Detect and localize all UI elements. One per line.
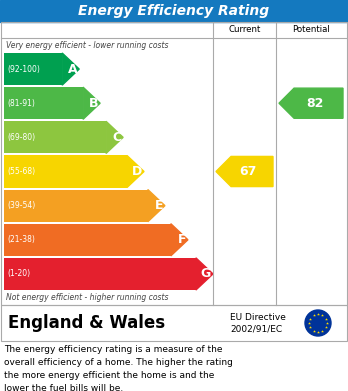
Bar <box>4 87 83 119</box>
Bar <box>4 258 196 290</box>
Text: (69-80): (69-80) <box>7 133 35 142</box>
Text: Potential: Potential <box>292 25 330 34</box>
Text: C: C <box>112 131 121 144</box>
Bar <box>0 0 348 22</box>
Text: (1-20): (1-20) <box>7 269 30 278</box>
Polygon shape <box>279 88 343 118</box>
Polygon shape <box>83 87 100 119</box>
Polygon shape <box>127 156 144 188</box>
Text: D: D <box>132 165 142 178</box>
Bar <box>4 121 106 153</box>
Text: England & Wales: England & Wales <box>8 314 165 332</box>
Bar <box>4 224 171 256</box>
Polygon shape <box>106 121 123 153</box>
Text: The energy efficiency rating is a measure of the
overall efficiency of a home. T: The energy efficiency rating is a measur… <box>4 345 233 391</box>
Text: E: E <box>155 199 163 212</box>
Text: A: A <box>68 63 77 75</box>
Polygon shape <box>171 224 188 256</box>
Text: G: G <box>201 267 211 280</box>
Polygon shape <box>216 156 273 187</box>
Text: (55-68): (55-68) <box>7 167 35 176</box>
Text: B: B <box>89 97 98 110</box>
Text: (92-100): (92-100) <box>7 65 40 74</box>
Text: Current: Current <box>228 25 261 34</box>
Text: (39-54): (39-54) <box>7 201 35 210</box>
Text: F: F <box>177 233 186 246</box>
Text: 2002/91/EC: 2002/91/EC <box>230 325 282 334</box>
Polygon shape <box>148 190 165 222</box>
Circle shape <box>305 310 331 336</box>
Text: Not energy efficient - higher running costs: Not energy efficient - higher running co… <box>6 294 168 303</box>
Bar <box>1 305 347 341</box>
Text: 67: 67 <box>239 165 257 178</box>
Bar <box>1 22 347 305</box>
Polygon shape <box>196 258 213 290</box>
Text: Energy Efficiency Rating: Energy Efficiency Rating <box>78 4 270 18</box>
Bar <box>4 156 127 188</box>
Bar <box>4 190 148 222</box>
Text: Very energy efficient - lower running costs: Very energy efficient - lower running co… <box>6 41 168 50</box>
Text: (21-38): (21-38) <box>7 235 35 244</box>
Text: 82: 82 <box>306 97 323 110</box>
Text: (81-91): (81-91) <box>7 99 35 108</box>
Text: EU Directive: EU Directive <box>230 314 286 323</box>
Polygon shape <box>62 53 79 85</box>
Bar <box>4 53 62 85</box>
